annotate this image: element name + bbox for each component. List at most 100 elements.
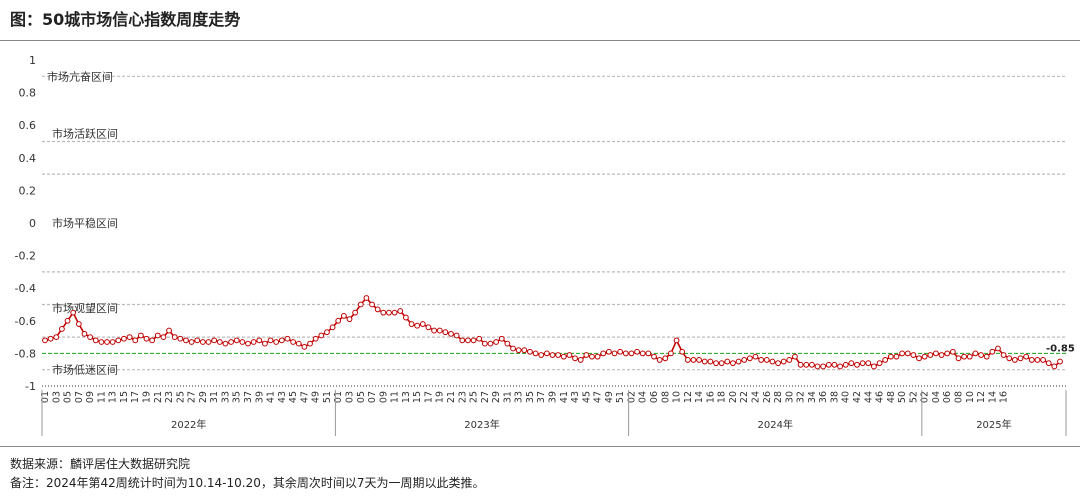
x-tick-label: 11 <box>96 391 107 403</box>
data-point <box>222 340 229 347</box>
x-tick-label: 29 <box>491 391 502 403</box>
data-point <box>250 339 257 345</box>
zone-label: 市场亢奋区间 <box>47 69 113 83</box>
x-tick-label: 17 <box>423 391 434 403</box>
x-tick-label: 28 <box>773 391 784 403</box>
x-tick-label: 38 <box>829 391 840 403</box>
data-point <box>831 361 838 368</box>
y-tick-label: 0.6 <box>19 119 37 132</box>
data-point <box>701 358 708 365</box>
data-point <box>70 309 77 316</box>
data-point <box>363 295 370 301</box>
x-tick-label: 25 <box>469 391 480 403</box>
data-point <box>448 330 454 337</box>
x-tick-label: 21 <box>153 391 164 403</box>
x-tick-label: 04 <box>931 391 942 403</box>
data-point <box>194 337 201 344</box>
data-point <box>205 339 212 345</box>
data-point <box>442 329 449 336</box>
data-point <box>256 337 263 344</box>
y-tick-label: 0.2 <box>19 184 37 197</box>
y-tick-label: 0.8 <box>19 87 37 100</box>
data-point <box>386 309 392 316</box>
data-point <box>859 360 866 367</box>
data-point <box>335 317 342 324</box>
x-tick-label: 23 <box>457 391 468 403</box>
top-divider <box>0 40 1080 41</box>
data-point <box>425 324 432 331</box>
data-point <box>600 350 607 357</box>
data-point <box>589 353 595 360</box>
x-tick-label: 49 <box>311 391 322 403</box>
data-point <box>656 357 663 363</box>
data-point <box>98 339 105 345</box>
x-tick-label: 13 <box>401 391 412 403</box>
data-point <box>278 337 285 344</box>
data-point <box>166 327 172 334</box>
data-point <box>904 350 911 357</box>
data-point <box>81 330 88 337</box>
x-tick-label: 14 <box>987 391 998 403</box>
x-tick-label: 43 <box>277 391 288 403</box>
x-tick-label: 01 <box>333 391 344 403</box>
data-point <box>871 363 877 370</box>
y-tick-label: -0.2 <box>15 250 36 263</box>
x-tick-label: 40 <box>841 391 852 403</box>
data-point <box>211 337 218 344</box>
data-point <box>301 343 308 350</box>
x-tick-label: 51 <box>615 391 626 403</box>
data-point <box>583 352 590 358</box>
data-point <box>786 357 793 363</box>
data-point <box>555 352 562 358</box>
y-tick-label: -1 <box>25 380 36 393</box>
x-tick-label: 14 <box>694 391 705 403</box>
data-point <box>690 357 697 363</box>
data-point <box>307 340 313 347</box>
x-tick-label: 06 <box>942 391 953 403</box>
data-point <box>346 316 353 323</box>
data-point <box>532 350 539 357</box>
data-point <box>645 350 652 357</box>
data-point <box>228 339 234 345</box>
data-point <box>369 301 375 308</box>
data-point <box>273 339 280 345</box>
last-value-label: -0.85 <box>1046 344 1075 355</box>
data-point <box>391 309 398 316</box>
x-tick-label: 11 <box>390 391 401 403</box>
x-tick-label: 30 <box>784 391 795 403</box>
x-tick-label: 39 <box>548 391 559 403</box>
data-point <box>696 357 703 363</box>
data-point <box>668 350 674 357</box>
data-point <box>1034 357 1041 363</box>
data-point <box>933 350 939 357</box>
data-point <box>780 358 787 365</box>
zone-label: 市场观望区间 <box>52 301 118 315</box>
data-point <box>887 353 894 360</box>
x-tick-label: 04 <box>638 391 649 403</box>
data-point <box>408 321 415 327</box>
data-point <box>763 357 770 363</box>
x-tick-label: 20 <box>728 391 739 403</box>
x-tick-label: 18 <box>717 391 728 403</box>
x-tick-label: 45 <box>581 391 592 403</box>
data-point <box>758 357 765 363</box>
x-tick-label: 26 <box>762 391 773 403</box>
x-tick-label: 33 <box>220 391 231 403</box>
x-tick-label: 52 <box>908 391 919 403</box>
x-tick-label: 35 <box>232 391 243 403</box>
data-point <box>893 353 900 360</box>
x-tick-label: 21 <box>446 391 457 403</box>
data-point <box>775 360 781 367</box>
data-point <box>233 337 240 344</box>
data-point <box>1011 357 1018 363</box>
data-point <box>538 352 545 358</box>
data-point <box>735 358 742 365</box>
data-point <box>290 339 297 345</box>
data-point <box>713 360 719 367</box>
data-point <box>42 337 48 344</box>
page-title: 图：50城市场信心指数周度走势 <box>10 10 241 29</box>
data-point <box>154 332 161 339</box>
x-tick-label: 50 <box>897 391 908 403</box>
data-point <box>876 360 883 367</box>
data-point <box>527 348 533 355</box>
